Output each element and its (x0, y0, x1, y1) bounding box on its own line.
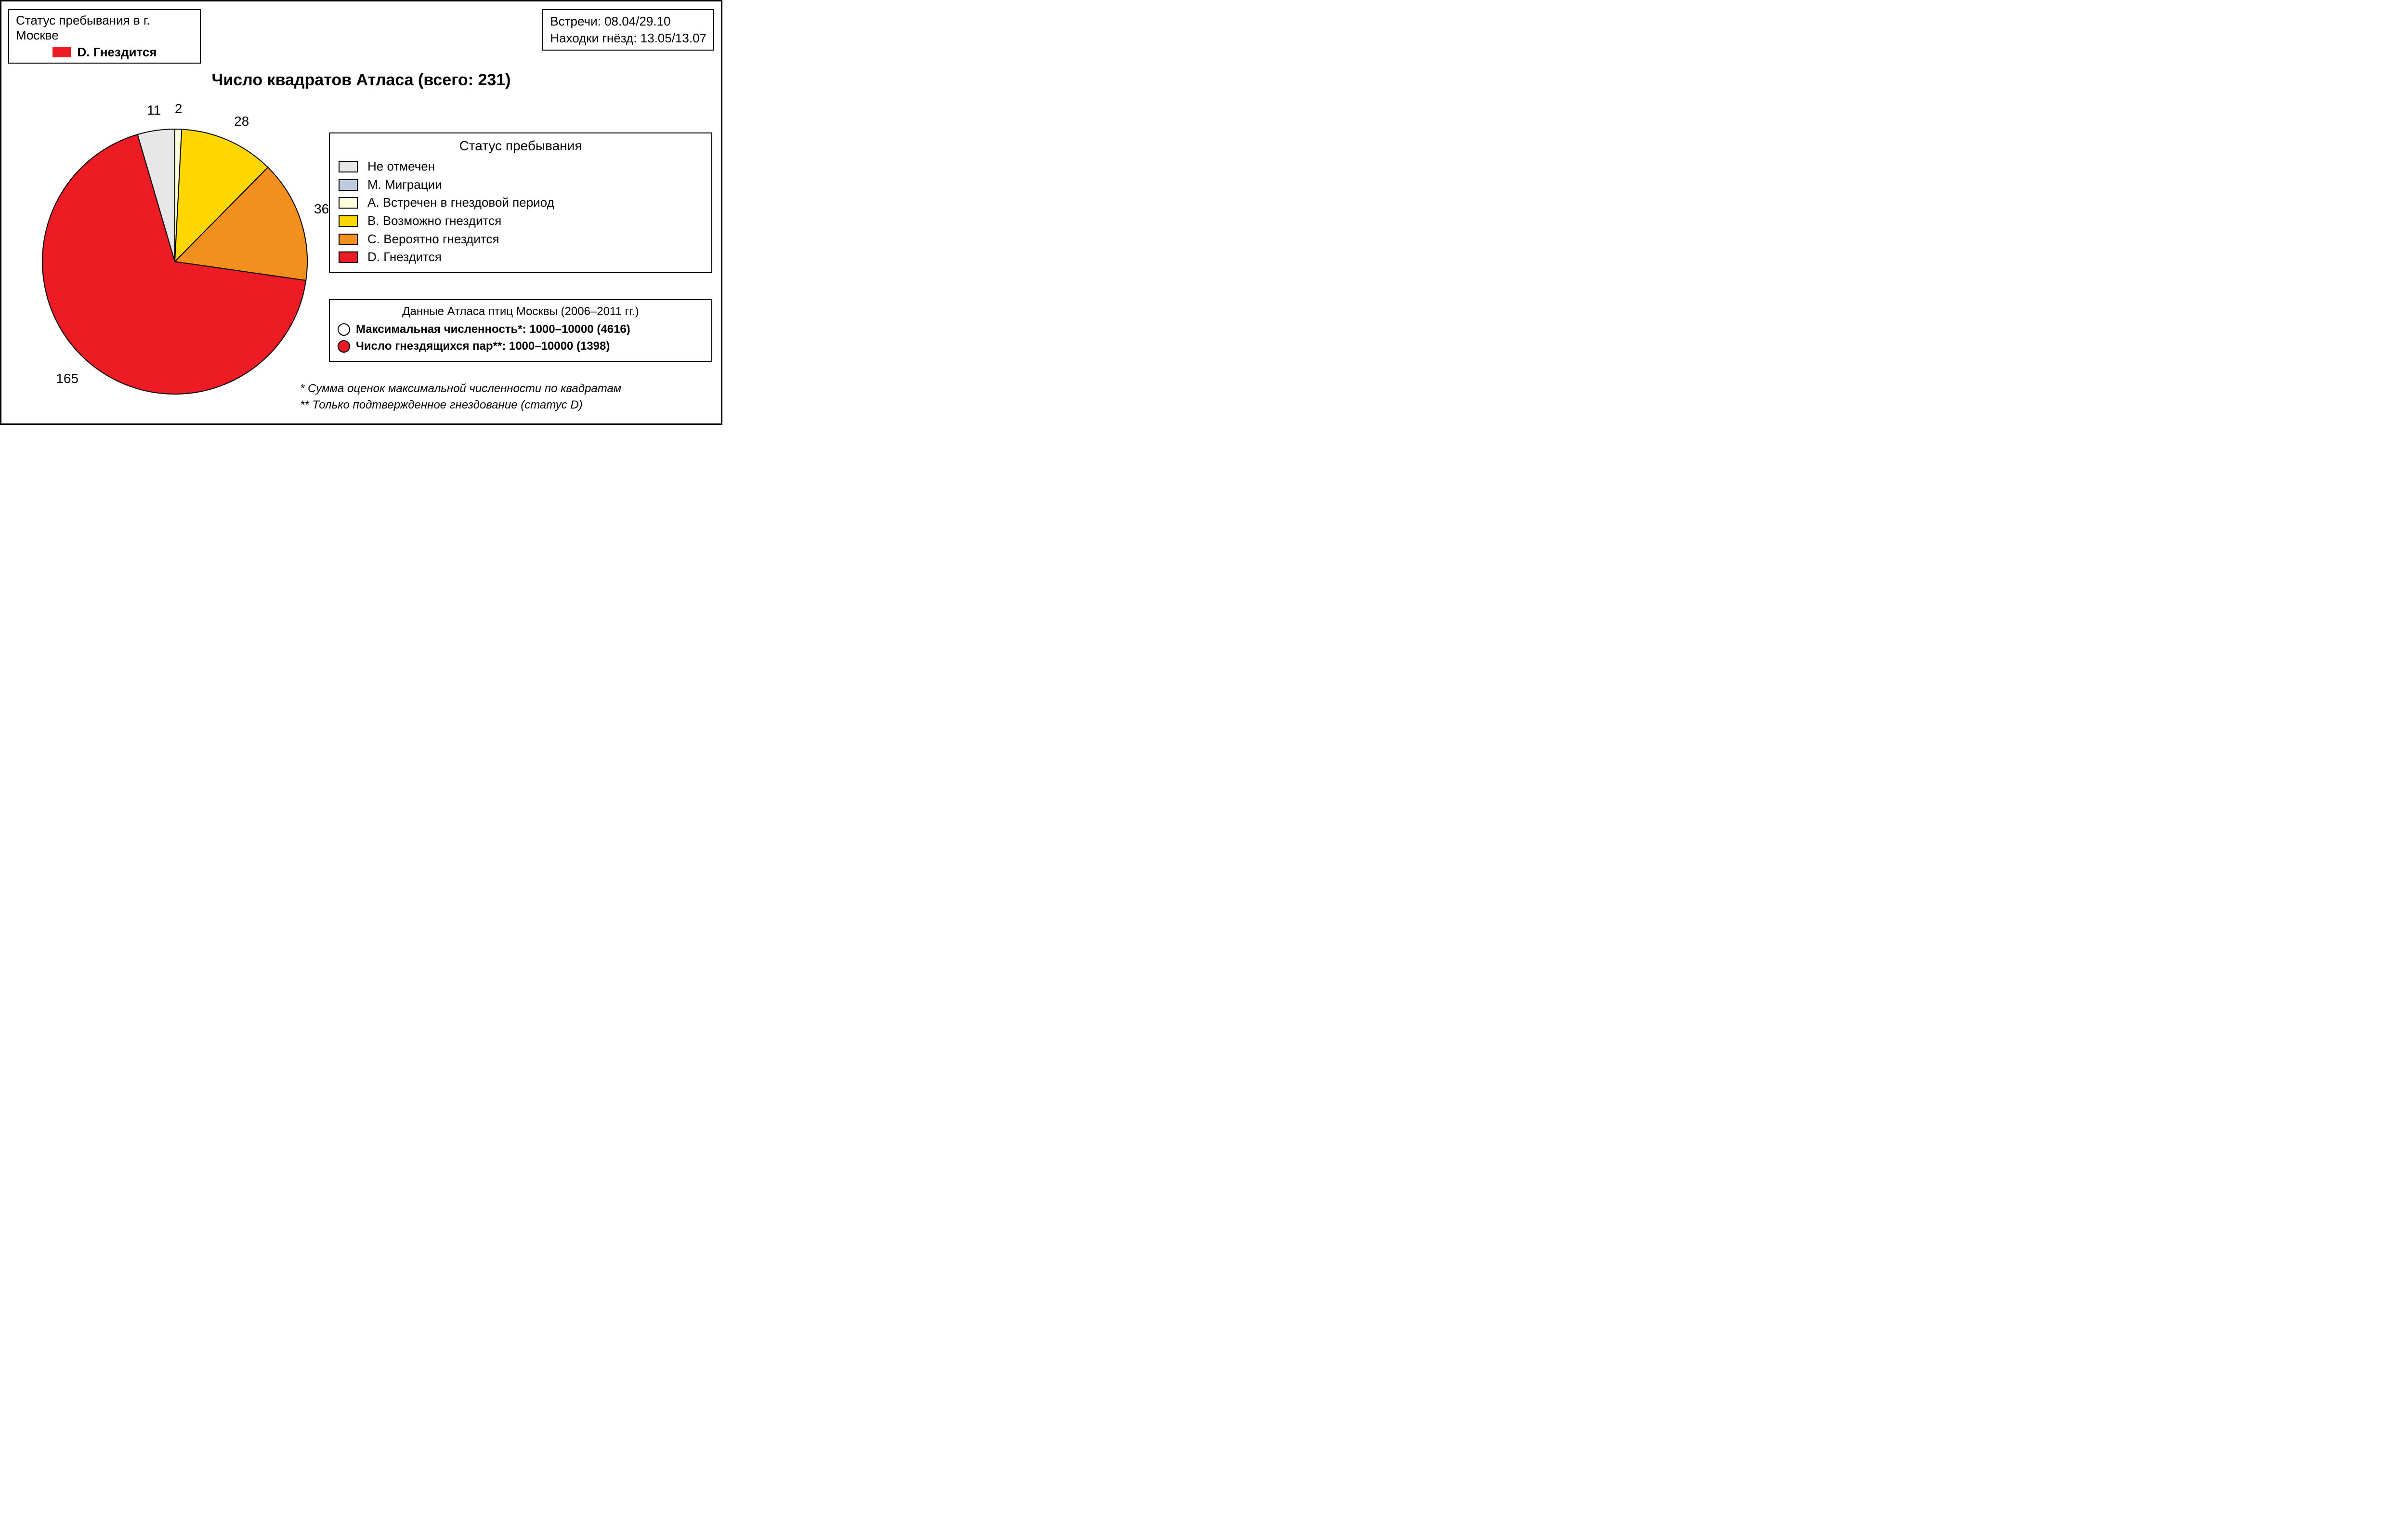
status-moscow-line1: Статус пребывания в г. Москве (16, 13, 193, 43)
legend-item: B. Возможно гнездится (339, 212, 703, 230)
footnote-1: * Сумма оценок максимальной численности … (300, 382, 621, 396)
legend-swatch (339, 179, 358, 191)
atlas-row-text: Число гнездящихся пар**: 1000–10000 (139… (356, 338, 610, 355)
atlas-data-row: Число гнездящихся пар**: 1000–10000 (139… (338, 338, 704, 355)
legend-label: B. Возможно гнездится (367, 212, 501, 230)
legend-swatch (339, 234, 358, 245)
legend-label: M. Миграции (367, 176, 442, 194)
atlas-data-rows: Максимальная численность*: 1000–10000 (4… (338, 321, 704, 355)
atlas-data-title: Данные Атласа птиц Москвы (2006–2011 гг.… (338, 305, 704, 318)
status-moscow-label: D. Гнездится (78, 45, 157, 59)
legend-label: D. Гнездится (367, 248, 442, 266)
pie-slice-label: 28 (234, 114, 249, 129)
legend-item: D. Гнездится (339, 248, 703, 266)
pie-chart: 2283616511 (30, 98, 319, 406)
atlas-row-text: Максимальная численность*: 1000–10000 (4… (356, 321, 630, 338)
legend-swatch (339, 197, 358, 209)
chart-frame: Статус пребывания в г. Москве D. Гнездит… (0, 0, 722, 425)
legend-box: Статус пребывания Не отмеченM. МиграцииA… (329, 132, 712, 273)
pie-slice-label: 11 (147, 103, 161, 118)
chart-title: Число квадратов Атласа (всего: 231) (1, 71, 721, 90)
footnote-2: ** Только подтвержденное гнездование (ст… (300, 398, 583, 412)
legend-label: C. Вероятно гнездится (367, 230, 499, 249)
legend-item: C. Вероятно гнездится (339, 230, 703, 249)
status-moscow-line2: D. Гнездится (16, 45, 193, 60)
legend-swatch (339, 215, 358, 227)
atlas-circle-icon (338, 340, 350, 353)
legend-item: A. Встречен в гнездовой период (339, 194, 703, 212)
legend-label: Не отмечен (367, 158, 435, 176)
legend-swatch (339, 161, 358, 172)
pie-slice-label: 165 (56, 371, 79, 386)
status-moscow-swatch (52, 47, 71, 57)
status-moscow-box: Статус пребывания в г. Москве D. Гнездит… (8, 9, 201, 64)
legend-label: A. Встречен в гнездовой период (367, 194, 554, 212)
encounters-line: Встречи: 08.04/29.10 (550, 13, 707, 30)
pie-slice-label: 2 (175, 101, 183, 117)
atlas-data-box: Данные Атласа птиц Москвы (2006–2011 гг.… (329, 299, 712, 362)
atlas-circle-icon (338, 323, 350, 336)
dates-box: Встречи: 08.04/29.10 Находки гнёзд: 13.0… (542, 9, 714, 51)
atlas-data-row: Максимальная численность*: 1000–10000 (4… (338, 321, 704, 338)
legend-item: M. Миграции (339, 176, 703, 194)
legend-swatch (339, 251, 358, 263)
pie-svg (30, 98, 319, 406)
legend-title: Статус пребывания (339, 138, 703, 154)
legend-items: Не отмеченM. МиграцииA. Встречен в гнезд… (339, 158, 703, 266)
pie-slice-label: 36 (314, 201, 329, 217)
legend-item: Не отмечен (339, 158, 703, 176)
nests-line: Находки гнёзд: 13.05/13.07 (550, 30, 707, 47)
